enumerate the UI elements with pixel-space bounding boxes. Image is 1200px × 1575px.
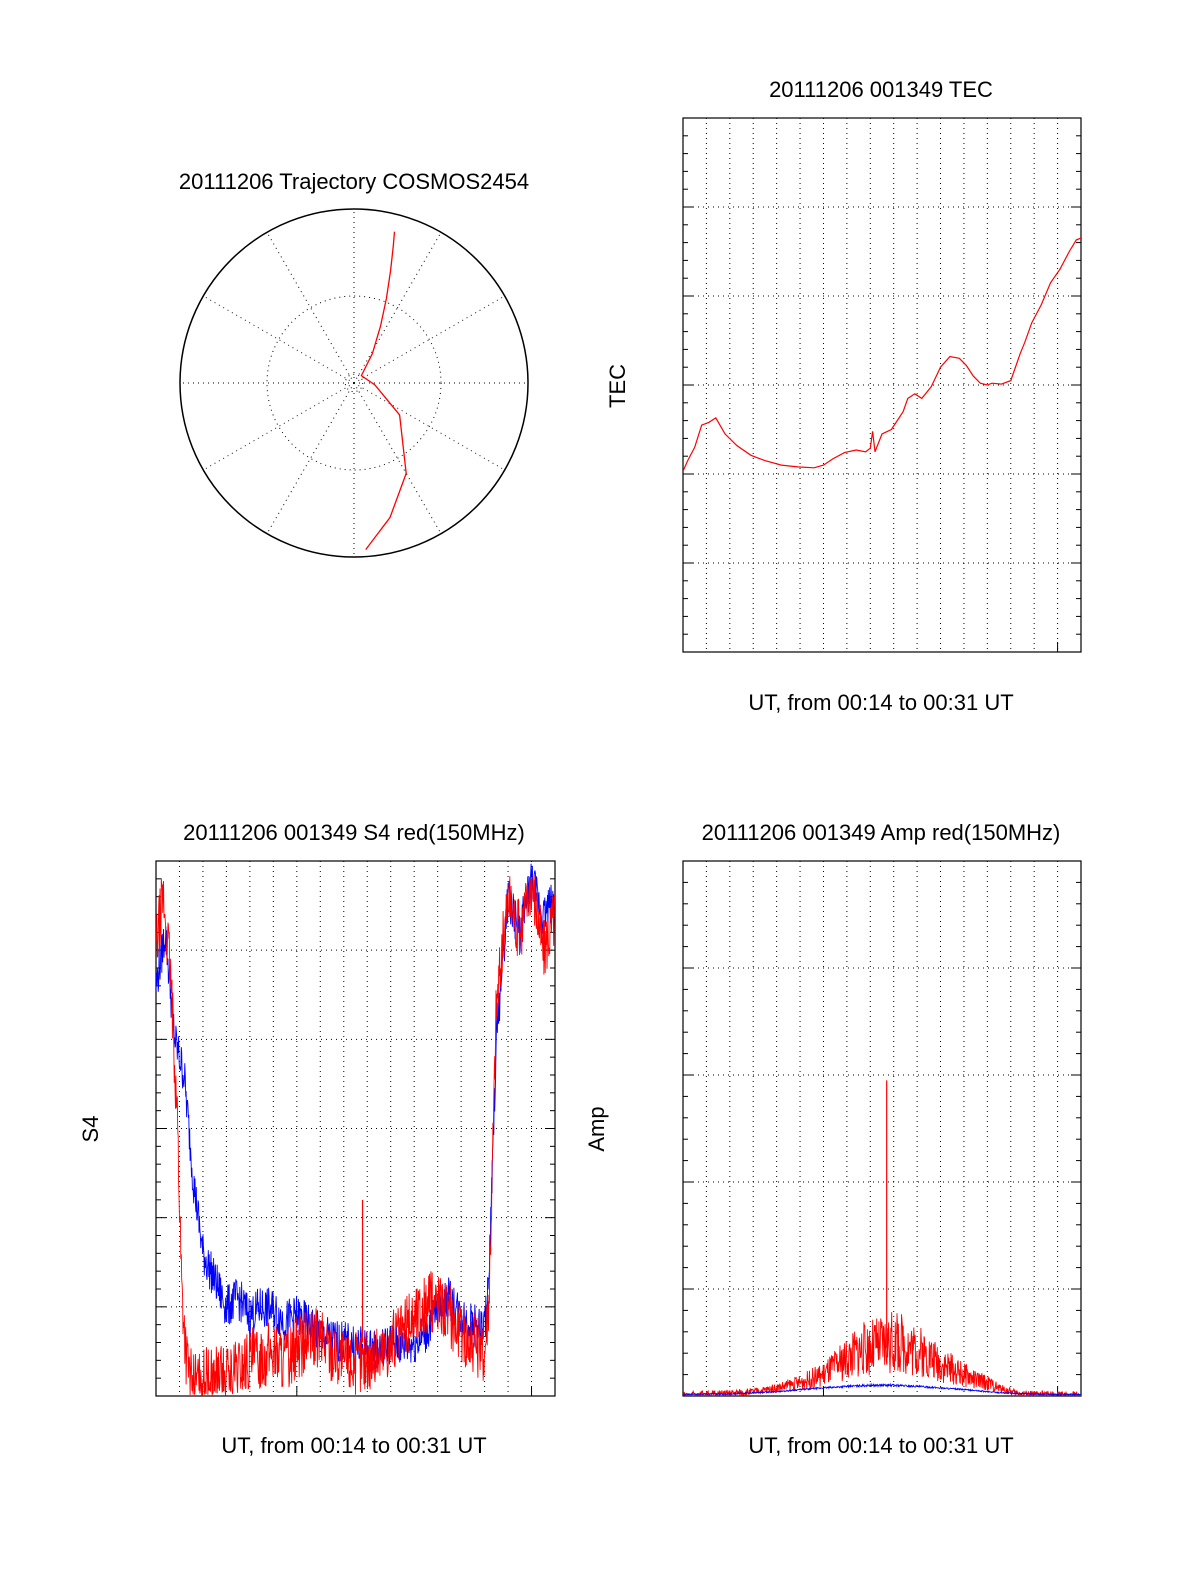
polar-spoke: [203, 382, 355, 471]
s4-xlabel: UT, from 00:14 to 00:31 UT: [221, 1433, 486, 1458]
polar-spoke: [353, 382, 442, 534]
polar-circle-center: [344, 373, 364, 393]
amp-title: 20111206 001349 Amp red(150MHz): [702, 820, 1061, 845]
plot-area: [156, 863, 555, 1396]
plot-area: [683, 237, 1081, 472]
amp-panel: 20111206 001349 Amp red(150MHz) UT, from…: [584, 820, 1082, 1458]
polar-spoke: [266, 382, 355, 534]
tec-xlabel: UT, from 00:14 to 00:31 UT: [748, 690, 1013, 715]
polar-spoke: [353, 295, 505, 384]
polar-trajectory-panel: 20111206 Trajectory COSMOS2454: [179, 169, 529, 558]
tec-data: [683, 237, 1081, 472]
amp-axes: [682, 860, 1082, 1397]
series-line-1: [683, 1382, 1081, 1396]
polar-grid: [179, 208, 529, 558]
amp-data: [683, 1080, 1081, 1396]
polar-title: 20111206 Trajectory COSMOS2454: [179, 169, 529, 194]
polar-spoke: [353, 382, 505, 471]
polar-spoke: [203, 295, 355, 384]
s4-axes: [155, 860, 556, 1397]
amp-xlabel: UT, from 00:14 to 00:31 UT: [748, 1433, 1013, 1458]
s4-data: [156, 863, 555, 1396]
plot-frame: [155, 860, 556, 1397]
series-line-1: [156, 875, 555, 1396]
series-line-0: [683, 1312, 1081, 1396]
series-line-0: [683, 237, 1081, 472]
s4-panel: 20111206 001349 S4 red(150MHz) UT, from …: [78, 820, 556, 1458]
plot-area: [683, 1080, 1081, 1396]
tec-axes: [682, 117, 1082, 653]
series-line-0: [156, 863, 555, 1373]
plot-frame: [682, 860, 1082, 1397]
polar-data: [360, 231, 407, 550]
tec-panel: 20111206 001349 TEC UT, from 00:14 to 00…: [605, 77, 1082, 715]
tec-title: 20111206 001349 TEC: [769, 77, 993, 102]
polar-circle-50: [266, 295, 442, 471]
polar-spoke: [353, 232, 442, 384]
amp-ylabel: Amp: [584, 1106, 609, 1151]
s4-ylabel: S4: [78, 1116, 103, 1143]
polar-trajectory-line: [360, 231, 407, 550]
polar-spoke: [266, 232, 355, 384]
tec-ylabel: TEC: [605, 364, 630, 408]
polar-outer-circle: [179, 208, 529, 558]
s4-title: 20111206 001349 S4 red(150MHz): [183, 820, 525, 845]
plot-frame: [682, 117, 1082, 653]
